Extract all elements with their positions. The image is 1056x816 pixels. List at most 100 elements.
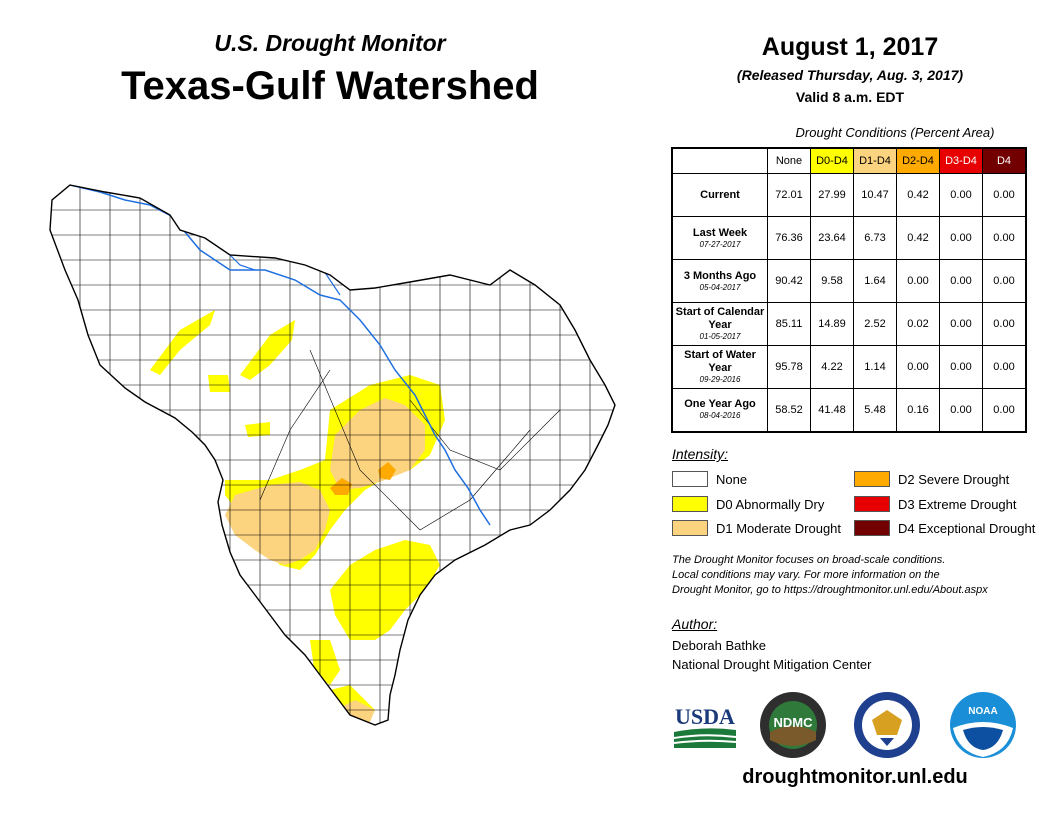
map-date: August 1, 2017: [761, 33, 939, 61]
table-corner: [672, 148, 768, 174]
legend-swatch: [672, 496, 708, 512]
table-row: Current 72.01 27.99 10.47 0.42 0.00 0.00: [671, 173, 1027, 217]
table-cell: 27.99: [810, 173, 854, 217]
valid-time: Valid 8 a.m. EDT: [795, 89, 905, 105]
table-cell: 1.14: [853, 345, 897, 389]
table-cell: 6.73: [853, 216, 897, 260]
legend-label: None: [716, 471, 748, 487]
note-line: Local conditions may vary. For more info…: [672, 569, 940, 581]
table-cell: 95.78: [767, 345, 811, 389]
row-label-text: Start of Water Year: [684, 349, 756, 374]
drought-conditions-table: None D0-D4 D1-D4 D2-D4 D3-D4 D4 Current 7…: [671, 147, 1027, 433]
note-line: The Drought Monitor focuses on broad-sca…: [672, 554, 946, 566]
legend-label: D1 Moderate Drought: [716, 520, 842, 536]
table-cell: 41.48: [810, 388, 854, 432]
legend-item: D0 Abnormally Dry: [672, 495, 824, 513]
row-label: Start of Calendar Year 01-05-2017: [671, 302, 768, 346]
table-row: 3 Months Ago 05-04-2017 90.42 9.58 1.64 0.00 0…: [671, 259, 1027, 303]
table-cell: 76.36: [767, 216, 811, 260]
row-label-text: 3 Months Ago: [683, 269, 757, 282]
column-header: D1-D4: [853, 147, 897, 174]
d1-moderate-drought-areas: [225, 398, 425, 722]
website-url[interactable]: droughtmonitor.unl.edu: [742, 766, 968, 788]
table-cell: 0.00: [982, 388, 1027, 432]
usda-logo: USDA: [672, 700, 738, 750]
row-date: 08-04-2016: [699, 411, 741, 421]
legend-swatch: [854, 520, 890, 536]
row-date: 01-05-2017: [699, 332, 741, 341]
legend-item: D4 Exceptional Drought: [854, 519, 1035, 537]
table-cell: 0.00: [982, 345, 1027, 389]
release-date: (Released Thursday, Aug. 3, 2017): [736, 67, 964, 83]
legend-swatch: [854, 496, 890, 512]
table-cell: 0.00: [939, 259, 983, 303]
table-cell: 0.16: [896, 388, 940, 432]
row-label: Start of Water Year 09-29-2016: [671, 345, 768, 389]
legend-label: D4 Exceptional Drought: [898, 520, 1036, 536]
watershed-map: [30, 170, 630, 750]
legend-title: Intensity:: [672, 446, 729, 462]
table-cell: 58.52: [767, 388, 811, 432]
legend-swatch: [672, 471, 708, 487]
legend-swatch: [854, 471, 890, 487]
usda-logo-text: USDA: [675, 704, 735, 729]
legend-item: D2 Severe Drought: [854, 470, 1009, 488]
watershed-map-svg: [49, 184, 616, 726]
column-header: None: [767, 147, 811, 174]
table-cell: 9.58: [810, 259, 854, 303]
table-cell: 10.47: [853, 173, 897, 217]
legend-item: None: [672, 470, 747, 488]
row-date: 05-04-2017: [699, 282, 741, 292]
row-label: One Year Ago 08-04-2016: [671, 388, 768, 432]
row-label: Current: [671, 173, 768, 217]
noaa-logo-text: NOAA: [968, 706, 997, 717]
table-cell: 0.42: [896, 216, 940, 260]
column-header: D0-D4: [810, 147, 854, 174]
table-cell: 72.01: [767, 173, 811, 217]
table-row: Last Week 07-27-2017 76.36 23.64 6.73 0.42 0.0…: [671, 216, 1027, 260]
note-line[interactable]: Drought Monitor, go to https://droughtmo…: [672, 584, 988, 596]
map-title: Texas-Gulf Watershed: [121, 64, 539, 108]
row-date: 07-27-2017: [699, 239, 741, 249]
noaa-logo: NOAA: [948, 690, 1018, 760]
row-label-text: Current: [700, 188, 740, 201]
conditions-table-title: Drought Conditions (Percent Area): [795, 125, 995, 140]
legend-item: D1 Moderate Drought: [672, 519, 841, 537]
row-label-text: Last Week: [692, 226, 748, 239]
disclaimer-note: The Drought Monitor focuses on broad-sca…: [672, 553, 1042, 598]
table-cell: 0.00: [982, 173, 1027, 217]
legend-label: D0 Abnormally Dry: [716, 496, 825, 512]
table-row: Start of Water Year 09-29-2016 95.78 4.22 1.…: [671, 345, 1027, 389]
table-cell: 1.64: [853, 259, 897, 303]
row-label: 3 Months Ago 05-04-2017: [671, 259, 768, 303]
row-label-text: One Year Ago: [684, 398, 756, 411]
column-header: D2-D4: [896, 147, 940, 174]
legend-item: D3 Extreme Drought: [854, 495, 1017, 513]
table-cell: 90.42: [767, 259, 811, 303]
ndmc-logo: NDMC: [758, 690, 828, 760]
row-label-text: Start of Calendar Year: [675, 306, 765, 331]
table-cell: 0.00: [939, 345, 983, 389]
table-cell: 0.42: [896, 173, 940, 217]
table-cell: 0.02: [896, 302, 940, 346]
column-header: D4: [982, 147, 1027, 174]
column-header: D3-D4: [939, 147, 983, 174]
table-row: One Year Ago 08-04-2016 58.52 41.48 5.48 0.16…: [671, 388, 1027, 432]
table-cell: 0.00: [896, 345, 940, 389]
table-cell: 0.00: [982, 302, 1027, 346]
author-name: Deborah Bathke: [672, 638, 766, 653]
legend-swatch: [672, 520, 708, 536]
table-cell: 14.89: [810, 302, 854, 346]
doc-seal-logo: [852, 690, 922, 760]
map-subtitle: U.S. Drought Monitor: [214, 30, 446, 56]
row-label: Last Week 07-27-2017: [671, 216, 768, 260]
author-title: Author:: [672, 616, 718, 632]
table-cell: 23.64: [810, 216, 854, 260]
table-row: Start of Calendar Year 01-05-2017 85.11 14.…: [671, 302, 1027, 346]
table-cell: 0.00: [939, 216, 983, 260]
legend-label: D2 Severe Drought: [898, 471, 1010, 487]
table-cell: 0.00: [939, 388, 983, 432]
legend-label: D3 Extreme Drought: [898, 496, 1017, 512]
table-cell: 0.00: [982, 259, 1027, 303]
table-cell: 0.00: [939, 173, 983, 217]
